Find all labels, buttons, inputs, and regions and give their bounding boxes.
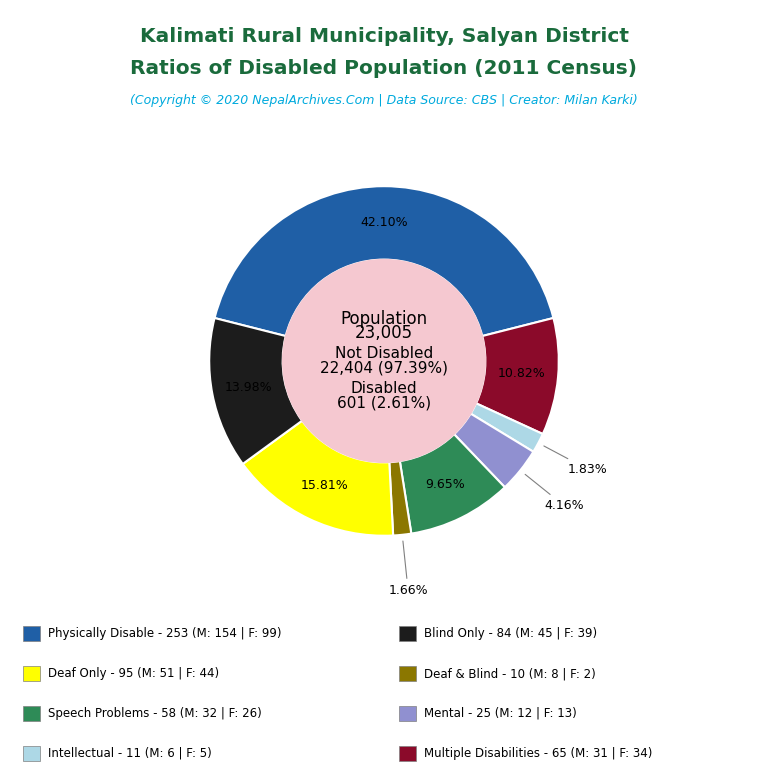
Text: Kalimati Rural Municipality, Salyan District: Kalimati Rural Municipality, Salyan Dist… (140, 27, 628, 46)
Text: Population: Population (340, 310, 428, 328)
Circle shape (283, 260, 485, 462)
Text: (Copyright © 2020 NepalArchives.Com | Data Source: CBS | Creator: Milan Karki): (Copyright © 2020 NepalArchives.Com | Da… (130, 94, 638, 107)
Text: 4.16%: 4.16% (525, 475, 584, 512)
Text: 9.65%: 9.65% (425, 478, 465, 492)
Text: 10.82%: 10.82% (498, 367, 545, 380)
Wedge shape (400, 434, 505, 534)
Text: Intellectual - 11 (M: 6 | F: 5): Intellectual - 11 (M: 6 | F: 5) (48, 747, 211, 760)
Text: Disabled: Disabled (351, 381, 417, 396)
Text: Mental - 25 (M: 12 | F: 13): Mental - 25 (M: 12 | F: 13) (424, 707, 577, 720)
Text: 13.98%: 13.98% (224, 381, 272, 394)
Text: 42.10%: 42.10% (360, 217, 408, 230)
Text: 1.66%: 1.66% (389, 541, 428, 597)
Text: 22,404 (97.39%): 22,404 (97.39%) (320, 361, 448, 376)
Text: 1.83%: 1.83% (544, 446, 607, 475)
Text: Not Disabled: Not Disabled (335, 346, 433, 361)
Text: Ratios of Disabled Population (2011 Census): Ratios of Disabled Population (2011 Cens… (131, 59, 637, 78)
Text: Physically Disable - 253 (M: 154 | F: 99): Physically Disable - 253 (M: 154 | F: 99… (48, 627, 281, 640)
Wedge shape (209, 318, 302, 464)
Text: 15.81%: 15.81% (301, 479, 349, 492)
Text: Deaf Only - 95 (M: 51 | F: 44): Deaf Only - 95 (M: 51 | F: 44) (48, 667, 219, 680)
Text: Speech Problems - 58 (M: 32 | F: 26): Speech Problems - 58 (M: 32 | F: 26) (48, 707, 261, 720)
Wedge shape (454, 414, 533, 487)
Wedge shape (389, 461, 412, 535)
Text: Deaf & Blind - 10 (M: 8 | F: 2): Deaf & Blind - 10 (M: 8 | F: 2) (424, 667, 596, 680)
Text: Multiple Disabilities - 65 (M: 31 | F: 34): Multiple Disabilities - 65 (M: 31 | F: 3… (424, 747, 652, 760)
Wedge shape (243, 421, 393, 536)
Text: Blind Only - 84 (M: 45 | F: 39): Blind Only - 84 (M: 45 | F: 39) (424, 627, 597, 640)
Wedge shape (214, 186, 554, 336)
Text: 601 (2.61%): 601 (2.61%) (337, 396, 431, 411)
Wedge shape (476, 318, 559, 434)
Text: 23,005: 23,005 (355, 324, 413, 343)
Wedge shape (471, 403, 543, 452)
